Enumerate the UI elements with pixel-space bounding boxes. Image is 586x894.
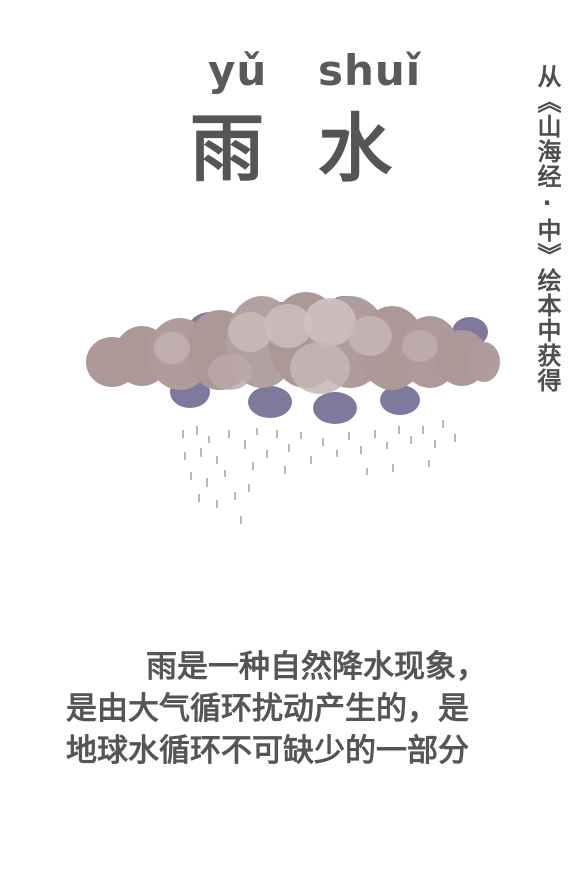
caption-line-2: 是由大气循环扰动产生的，是 [66, 691, 469, 727]
pinyin-yu: yǔ [208, 46, 268, 95]
title-character-yu: 雨 [190, 106, 264, 192]
pinyin-shui: shuǐ [318, 46, 422, 95]
title-character-shui: 水 [318, 106, 392, 192]
cloud-highlights [154, 298, 438, 394]
caption: 雨是一种自然降水现象， 是由大气循环扰动产生的，是 地球水循环不可缺少的一部分 [66, 646, 536, 772]
rain-cloud-illustration [86, 292, 500, 524]
source-note: 从《山海经·中》绘本中获得 [533, 64, 561, 393]
caption-line-3: 地球水循环不可缺少的一部分 [66, 733, 469, 769]
caption-line-1: 雨是一种自然降水现象， [146, 649, 487, 685]
rain-drops [182, 420, 456, 524]
